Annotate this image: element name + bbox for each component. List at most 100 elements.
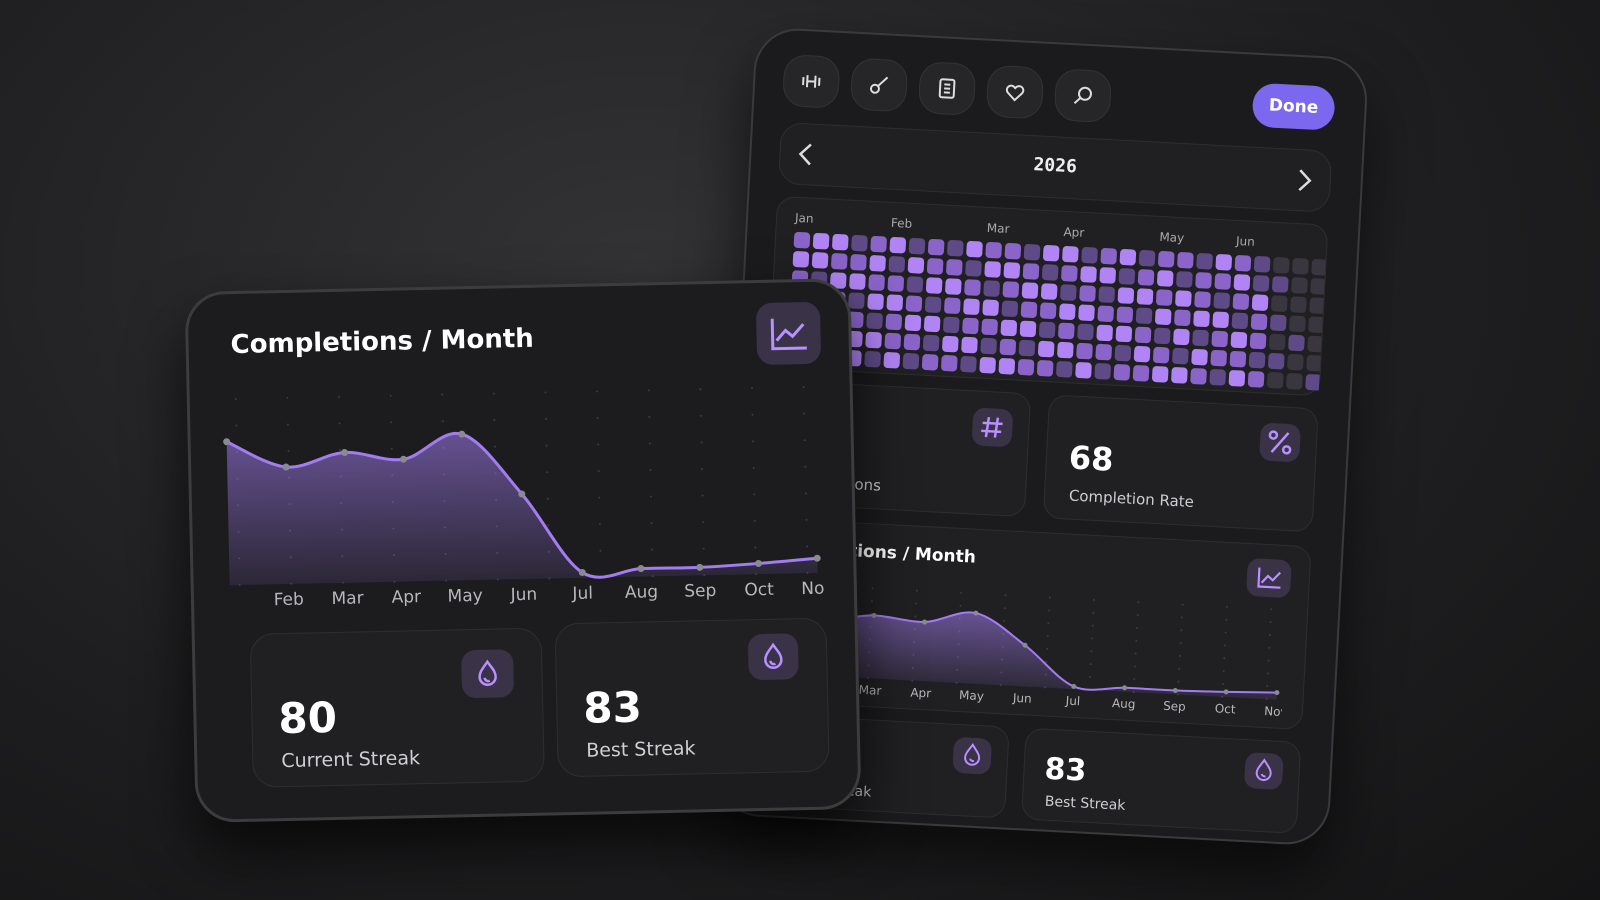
grid-dot (493, 419, 496, 422)
x-tick-label: Aug (1112, 696, 1136, 711)
grid-dot (1136, 614, 1139, 617)
prev-year[interactable] (796, 142, 817, 167)
heat-cell (1176, 271, 1193, 288)
heat-cell (1080, 266, 1097, 283)
grid-dot (1048, 596, 1051, 599)
heat-cell (1001, 300, 1019, 317)
tab-reading[interactable] (917, 61, 977, 116)
heat-cell (1288, 334, 1305, 352)
tab-food[interactable] (1053, 68, 1113, 124)
grid-dot (1269, 621, 1272, 624)
point (578, 568, 586, 576)
grid-dot (1091, 637, 1094, 640)
grid-dot (286, 423, 289, 426)
heat-cell (870, 235, 887, 253)
x-tick-label: Feb (274, 590, 305, 611)
heat-cell (902, 353, 920, 370)
grid-dot (598, 523, 601, 526)
grid-dot (338, 422, 341, 425)
heat-cell (1039, 302, 1057, 319)
month-label: May (1159, 230, 1185, 245)
grid-dot (699, 388, 702, 391)
heat-cell (905, 295, 923, 312)
grid-dot (441, 393, 444, 396)
grid-dot (547, 524, 550, 527)
streak-card: 83 Best Streak (554, 617, 830, 778)
heat-cell (1211, 330, 1228, 348)
grid-dot (1223, 657, 1226, 660)
heat-cell (1306, 354, 1323, 372)
heat-cell (1019, 320, 1037, 338)
grid-dot (1225, 605, 1228, 608)
month-label: Feb (891, 216, 913, 231)
point (755, 559, 763, 567)
heat-cell (941, 355, 958, 372)
tab-fitness[interactable] (781, 54, 841, 109)
heat-cell (864, 351, 881, 368)
heat-cell (1268, 352, 1285, 370)
heat-cell (1156, 289, 1173, 306)
heat-cell (865, 331, 882, 349)
stat-label: Completion Rate (1068, 486, 1195, 512)
grid-dot (599, 549, 602, 552)
x-tick-label: Oct (744, 580, 774, 601)
area (226, 433, 818, 586)
stat-label: Best Streak (1044, 793, 1126, 814)
x-tick-label: Jul (1064, 694, 1080, 709)
point (871, 612, 877, 618)
grid-dot (752, 440, 755, 443)
grid-dot (751, 413, 754, 416)
grid-dot (701, 494, 704, 497)
point (1022, 642, 1028, 648)
month-label: Jan (794, 211, 814, 226)
grid-dot (960, 591, 963, 594)
tab-music[interactable] (849, 57, 909, 113)
grid-dot (754, 546, 757, 549)
grid-dot (287, 450, 290, 453)
heat-cell (1269, 333, 1286, 351)
heat-cell (1078, 304, 1095, 321)
heat-cell (922, 334, 940, 352)
heat-cell (1195, 272, 1212, 289)
heat-cell (1192, 329, 1209, 347)
grid-dot (647, 389, 650, 392)
heat-cell (1003, 262, 1021, 279)
grid-dot (701, 467, 704, 470)
grid-dot (805, 518, 808, 521)
heat-cell (998, 358, 1016, 375)
heat-cell (908, 237, 926, 255)
heat-cell (907, 257, 925, 274)
heat-cell (1081, 247, 1098, 264)
heat-cell (1041, 264, 1059, 281)
heat-cell (1095, 343, 1112, 361)
grid-dot (494, 445, 497, 448)
done-button[interactable]: Done (1251, 82, 1336, 131)
heat-cell (1155, 308, 1172, 325)
heat-cell (1232, 293, 1250, 310)
heat-cell (1075, 362, 1092, 379)
grid-dot (648, 442, 651, 445)
grid-dot (1136, 626, 1139, 629)
hash-icon (971, 407, 1014, 448)
grid-dot (1093, 598, 1096, 601)
heat-cell (1250, 313, 1268, 331)
grid-dot (914, 615, 917, 618)
next-year[interactable] (1293, 168, 1314, 193)
year-bar: 2026 (777, 121, 1333, 213)
x-tick-label: Nov (1264, 704, 1288, 719)
grid-dot (649, 469, 652, 472)
heat-cell (1154, 327, 1171, 345)
heat-cell (1247, 371, 1265, 388)
streak-card: 80 Current Streak (249, 627, 545, 788)
heat-cell (1137, 269, 1155, 286)
tab-health[interactable] (985, 64, 1045, 120)
grid-dot (235, 424, 238, 427)
heat-cell (1305, 374, 1322, 391)
heat-cell (1057, 341, 1074, 359)
heat-cell (1040, 283, 1058, 300)
grid-dot (1180, 629, 1183, 632)
grid-dot (915, 602, 918, 605)
grid-dot (1270, 608, 1273, 611)
grid-dot (1268, 633, 1271, 636)
grid-dot (752, 466, 755, 469)
